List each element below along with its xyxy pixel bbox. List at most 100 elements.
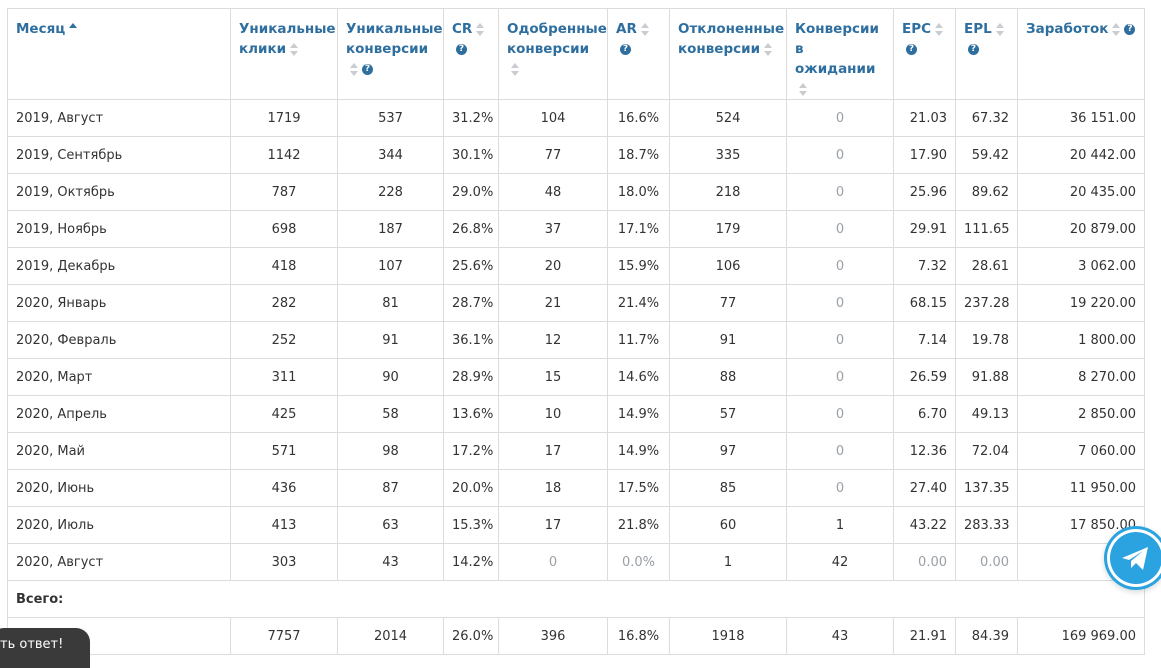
table-cell: 25.6%: [443, 247, 499, 285]
help-icon[interactable]: ?: [906, 43, 917, 55]
sort-icon[interactable]: [476, 22, 485, 36]
column-header-9[interactable]: EPL?: [955, 8, 1018, 100]
table-cell: 228: [337, 173, 444, 211]
table-cell: 17 850.00: [1017, 506, 1145, 544]
table-row: 2019, Сентябрь 1142 344 30.1% 77 18.7% 335 0 17.…: [7, 136, 1145, 174]
table-cell: 1: [669, 543, 787, 581]
table-cell: 0: [786, 469, 894, 507]
table-cell: 104: [498, 99, 608, 137]
table-cell: 436: [230, 469, 338, 507]
column-header-7[interactable]: Конверсии в ожидании: [786, 8, 894, 100]
column-header-10[interactable]: Заработок?: [1017, 8, 1145, 100]
table-cell: 0.0%: [607, 543, 670, 581]
table-cell: 0.00: [893, 543, 956, 581]
table-cell: 98: [337, 432, 444, 470]
table-cell: 17.90: [893, 136, 956, 174]
table-cell: 16.6%: [607, 99, 670, 137]
table-cell: 418: [230, 247, 338, 285]
table-cell: 15.9%: [607, 247, 670, 285]
total-label: Всего:: [7, 580, 1145, 618]
table-cell: 311: [230, 358, 338, 396]
table-cell: 787: [230, 173, 338, 211]
table-cell: 91.88: [955, 358, 1018, 396]
help-icon[interactable]: ?: [1124, 23, 1136, 35]
table-cell: 0: [786, 173, 894, 211]
table-cell: 2019, Декабрь: [7, 247, 231, 285]
table-cell: 63: [337, 506, 444, 544]
column-header-1[interactable]: Уникальные клики: [230, 8, 338, 100]
sort-icon[interactable]: [764, 42, 773, 56]
table-cell: 2 850.00: [1017, 395, 1145, 433]
table-row: 2020, Январь 282 81 28.7% 21 21.4% 77 0 68.15 237…: [7, 284, 1145, 322]
statistics-table: Месяц Уникальные клики Уникальные конверси…: [7, 8, 1145, 655]
table-cell: 20.0%: [443, 469, 499, 507]
table-cell: 26.59: [893, 358, 956, 396]
table-row: 2019, Август 1719 537 31.2% 104 16.6% 524 0 21.0…: [7, 99, 1145, 137]
table-cell: 18: [498, 469, 608, 507]
table-cell: 11.7%: [607, 321, 670, 359]
table-cell: 0: [498, 543, 608, 581]
column-header-label: EPL: [964, 21, 992, 37]
table-cell: 85: [669, 469, 787, 507]
column-header-5[interactable]: AR?: [607, 8, 670, 100]
sort-ascending-icon[interactable]: [69, 22, 78, 36]
sort-icon[interactable]: [640, 22, 649, 36]
table-cell: 2020, Январь: [7, 284, 231, 322]
help-icon[interactable]: ?: [362, 63, 373, 75]
total-label-row: Всего:: [7, 580, 1145, 618]
table-cell: 335: [669, 136, 787, 174]
column-header-2[interactable]: Уникальные конверсии?: [337, 8, 444, 100]
table-cell: 413: [230, 506, 338, 544]
table-cell: 0: [786, 432, 894, 470]
sort-icon[interactable]: [995, 22, 1004, 36]
table-cell: 28.7%: [443, 284, 499, 322]
table-cell: 524: [669, 99, 787, 137]
table-cell: 2020, Май: [7, 432, 231, 470]
table-cell: 2020, Март: [7, 358, 231, 396]
feedback-tab[interactable]: ть ответ!: [0, 628, 90, 668]
table-cell: 57: [669, 395, 787, 433]
sort-icon[interactable]: [935, 22, 944, 36]
table-row: 2020, Июль 413 63 15.3% 17 21.8% 60 1 43.22 283.3…: [7, 506, 1145, 544]
sort-icon[interactable]: [350, 62, 358, 76]
telegram-chat-button[interactable]: [1104, 526, 1161, 590]
table-cell: 0: [786, 136, 894, 174]
column-header-label: Отклоненные конверсии: [678, 21, 785, 57]
column-header-label: Уникальные клики: [239, 21, 336, 57]
sort-icon[interactable]: [511, 62, 519, 76]
table-cell: 7.32: [893, 247, 956, 285]
table-cell: 2019, Август: [7, 99, 231, 137]
table-cell: 48: [498, 173, 608, 211]
table-cell: 19 220.00: [1017, 284, 1145, 322]
column-header-3[interactable]: CR?: [443, 8, 499, 100]
column-header-label: CR: [452, 21, 473, 37]
table-row: 2020, Август 303 43 14.2% 0 0.0% 1 42 0.00 0.00: [7, 543, 1145, 581]
table-cell: 425: [230, 395, 338, 433]
column-header-6[interactable]: Отклоненные конверсии: [669, 8, 787, 100]
table-row: 2020, Июнь 436 87 20.0% 18 17.5% 85 0 27.40 137.3…: [7, 469, 1145, 507]
table-cell: 2019, Сентябрь: [7, 136, 231, 174]
column-header-4[interactable]: Одобренные конверсии: [498, 8, 608, 100]
column-header-label: Месяц: [16, 21, 66, 37]
help-icon[interactable]: ?: [620, 43, 631, 55]
table-cell: 17.2%: [443, 432, 499, 470]
sort-icon[interactable]: [799, 82, 807, 96]
column-header-8[interactable]: EPC?: [893, 8, 956, 100]
table-cell: 2019, Ноябрь: [7, 210, 231, 248]
table-row: 2020, Март 311 90 28.9% 15 14.6% 88 0 26.59 91.88…: [7, 358, 1145, 396]
column-header-0[interactable]: Месяц: [7, 8, 231, 100]
table-cell: 14.2%: [443, 543, 499, 581]
sort-icon[interactable]: [1112, 22, 1121, 36]
table-cell: 252: [230, 321, 338, 359]
table-cell: 21.4%: [607, 284, 670, 322]
column-header-label: EPC: [902, 21, 932, 37]
table-row: 2019, Ноябрь 698 187 26.8% 37 17.1% 179 0 29.91 1…: [7, 210, 1145, 248]
table-cell: 179: [669, 210, 787, 248]
table-cell: 2020, Август: [7, 543, 231, 581]
table-cell: 7.14: [893, 321, 956, 359]
column-header-label: AR: [616, 21, 637, 37]
help-icon[interactable]: ?: [456, 43, 467, 55]
table-cell: 12: [498, 321, 608, 359]
help-icon[interactable]: ?: [968, 43, 979, 55]
sort-icon[interactable]: [290, 42, 299, 56]
